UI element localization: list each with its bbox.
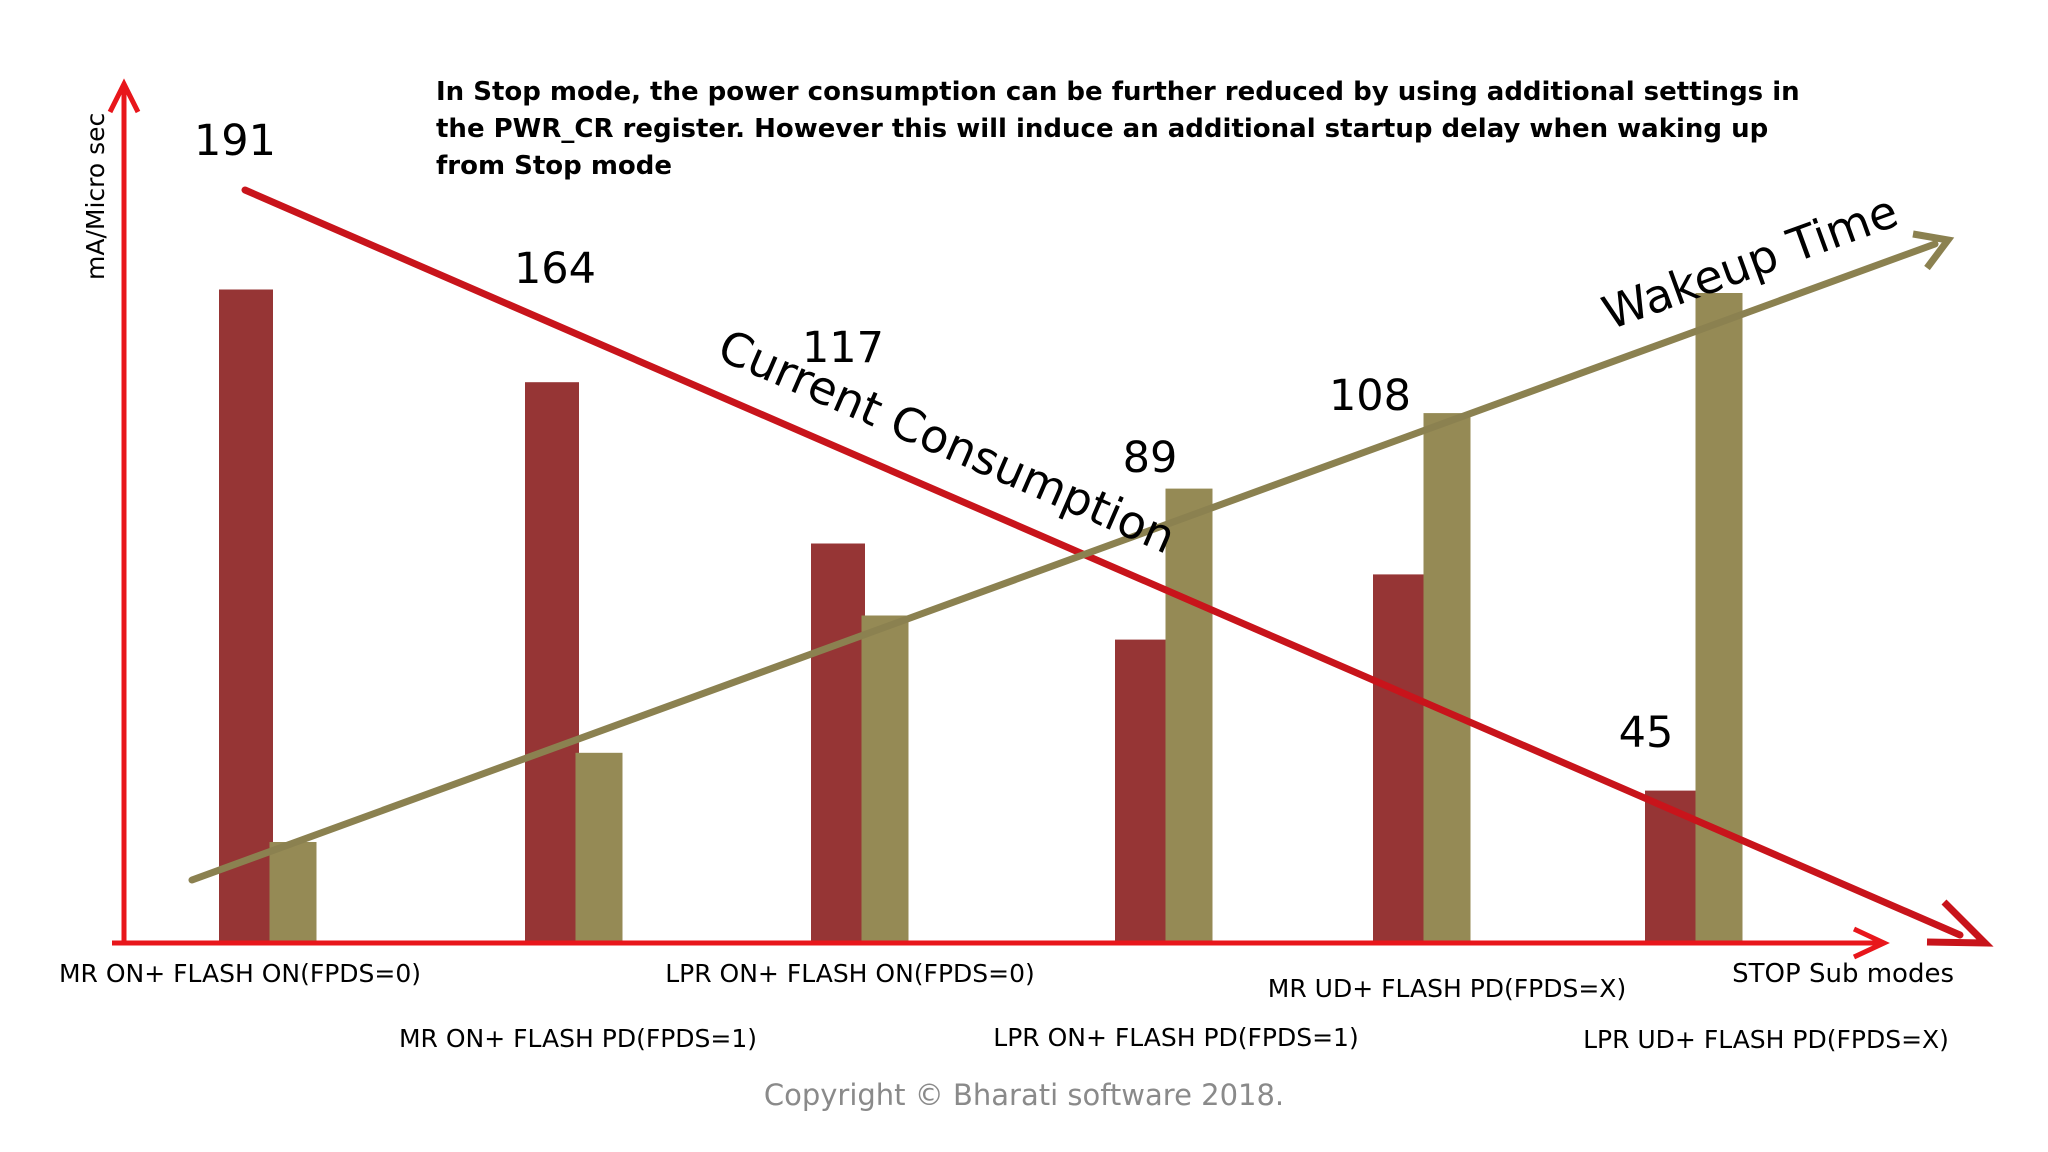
value-label: 108 xyxy=(1329,371,1411,421)
current-bar xyxy=(1645,790,1699,945)
value-label: 45 xyxy=(1619,708,1674,758)
current-bar xyxy=(525,382,579,945)
wakeup-bar xyxy=(1423,413,1471,946)
wakeup-bar xyxy=(1165,488,1213,945)
current-bar xyxy=(1115,639,1169,945)
note-line-2: the PWR_CR register. However this will i… xyxy=(436,114,1769,144)
category-label: LPR ON+ FLASH PD(FPDS=1) xyxy=(993,1023,1358,1052)
current-trend-line xyxy=(241,186,1964,939)
note-line-1: In Stop mode, the power consumption can … xyxy=(436,77,1800,107)
category-label: MR ON+ FLASH PD(FPDS=1) xyxy=(399,1024,757,1053)
y-axis-label: mA/Micro sec xyxy=(81,113,110,280)
current-bar xyxy=(219,289,273,945)
category-label: LPR ON+ FLASH ON(FPDS=0) xyxy=(665,959,1035,988)
current-trend-label: Current Consumption xyxy=(711,319,1184,565)
wakeup-bar xyxy=(1695,293,1743,945)
current-trend-arrowhead-icon xyxy=(1926,899,1994,947)
copyright-text: Copyright © Bharati software 2018. xyxy=(763,1078,1285,1112)
wakeup-trend-line xyxy=(188,240,1939,884)
wakeup-bar xyxy=(575,752,623,945)
wakeup-bar xyxy=(269,842,317,945)
wakeup-bar xyxy=(861,615,909,945)
current-bar xyxy=(811,543,865,945)
value-label: 191 xyxy=(194,116,276,166)
value-label: 164 xyxy=(514,244,596,294)
x-axis-arrowhead-icon xyxy=(1852,926,1890,960)
current-bar xyxy=(1373,574,1427,945)
note-line-3: from Stop mode xyxy=(436,151,673,181)
value-label: 117 xyxy=(802,323,884,373)
value-label: 89 xyxy=(1123,433,1178,483)
description-note: In Stop mode, the power consumption can … xyxy=(436,74,1800,185)
category-label: MR UD+ FLASH PD(FPDS=X) xyxy=(1268,974,1626,1003)
wakeup-trend-arrowhead-icon xyxy=(1912,230,1955,271)
y-axis-arrowhead-icon xyxy=(107,78,141,114)
wakeup-trend-label: Wakeup Time xyxy=(1595,184,1904,341)
x-axis-label: STOP Sub modes xyxy=(1732,959,1954,989)
category-label: MR ON+ FLASH ON(FPDS=0) xyxy=(59,959,421,988)
category-label: LPR UD+ FLASH PD(FPDS=X) xyxy=(1583,1025,1949,1054)
